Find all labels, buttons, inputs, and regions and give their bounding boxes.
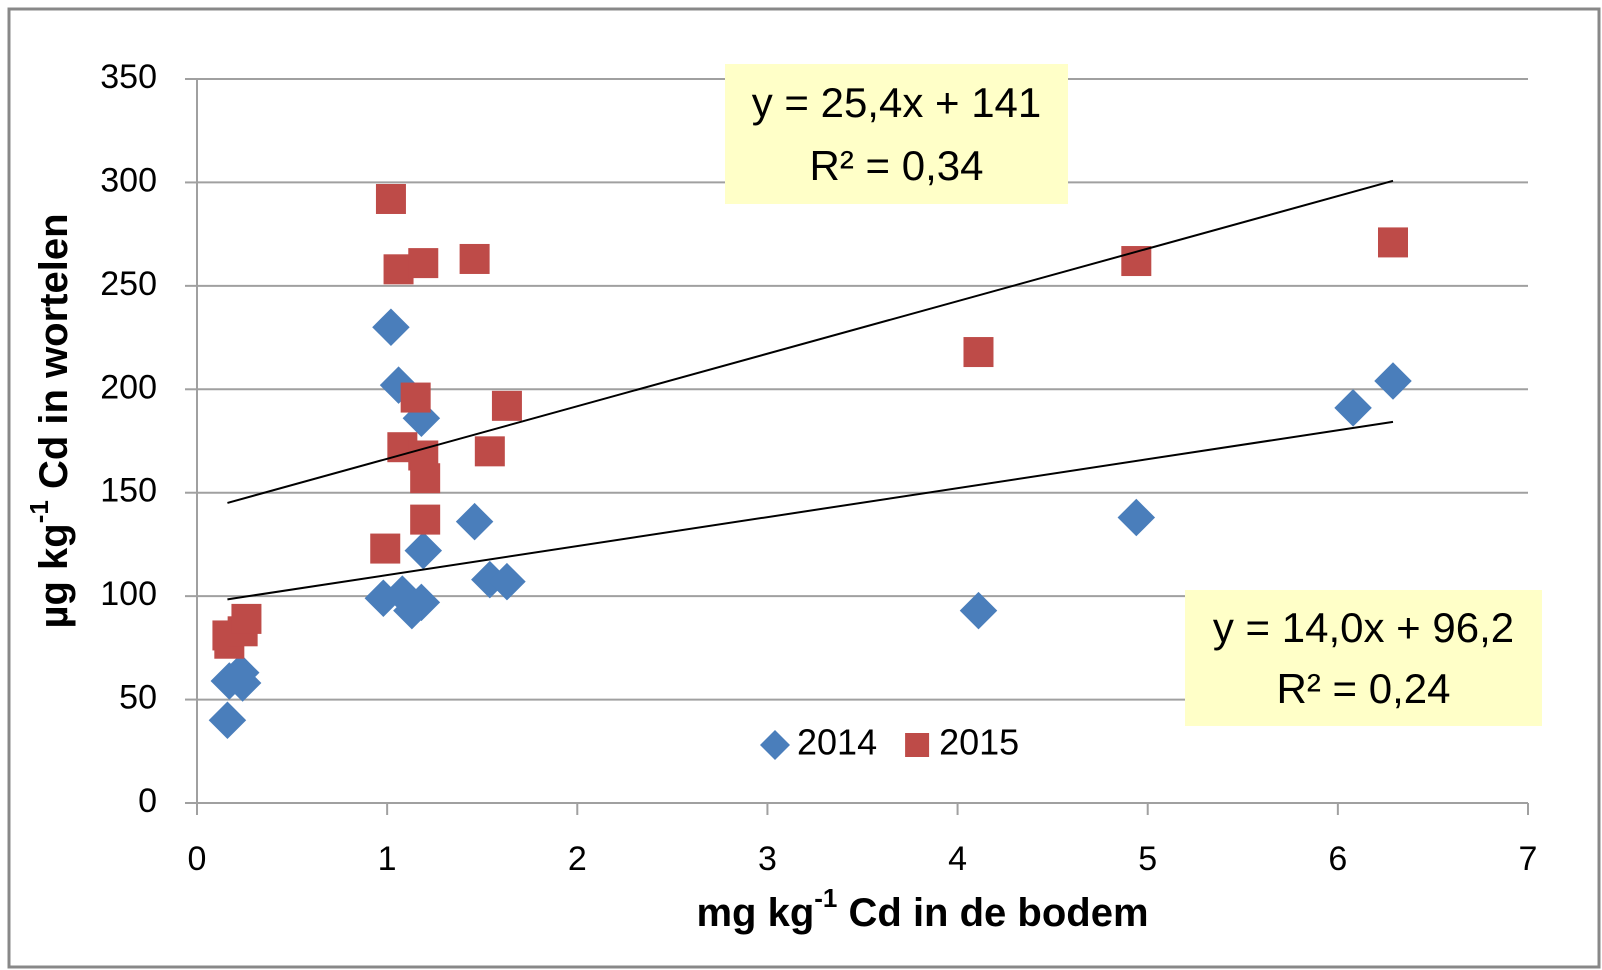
trendline-r2: R² = 0,34 [810, 142, 984, 189]
x-label: mg kg-1 Cd in de bodem [696, 883, 1148, 935]
point [474, 436, 505, 467]
point [231, 603, 262, 634]
point [410, 463, 441, 494]
point [410, 504, 441, 535]
point [372, 308, 410, 346]
axis-title-part: -1 [814, 883, 837, 913]
point [491, 390, 522, 421]
point [959, 591, 998, 630]
point [400, 382, 431, 413]
x-tick-label: 5 [1138, 840, 1157, 878]
y-tick-label: 50 [119, 679, 157, 717]
point [1121, 246, 1152, 277]
trendline-label-box [725, 64, 1068, 204]
axis-title-part: Cd in de bodem [837, 891, 1148, 935]
axis-title-part: -1 [24, 500, 54, 523]
x-tick-label: 7 [1519, 840, 1538, 878]
axis-title-part: mg kg [696, 891, 814, 935]
y-label: µg kg-1 Cd in wortelen [24, 213, 76, 628]
x-tick-label: 1 [378, 840, 397, 878]
x-tick-label: 4 [948, 840, 967, 878]
point [459, 243, 490, 274]
trendline-equation: y = 14,0x + 96,2 [1213, 604, 1514, 651]
legend-label: 2015 [939, 722, 1019, 763]
point [408, 248, 439, 279]
trendline-equation: y = 25,4x + 141 [752, 79, 1042, 126]
legend-marker [760, 730, 790, 760]
legend-marker [905, 733, 930, 757]
point [1374, 362, 1412, 400]
legend-label: 2014 [797, 722, 877, 763]
x-tick-label: 6 [1328, 840, 1347, 878]
y-tick-label: 300 [100, 161, 157, 199]
y-tick-label: 350 [100, 58, 157, 96]
point [208, 701, 247, 740]
point [1377, 227, 1408, 258]
point [370, 533, 401, 564]
point [402, 583, 441, 622]
point [404, 531, 443, 570]
y-tick-label: 0 [138, 782, 157, 820]
y-tick-label: 200 [100, 368, 157, 406]
axis-title-part: µg kg [32, 523, 76, 628]
trendline-r2: R² = 0,24 [1277, 665, 1451, 712]
x-tick-label: 2 [568, 840, 587, 878]
trendline [227, 420, 1394, 601]
x-tick-label: 0 [188, 840, 207, 878]
x-tick-label: 3 [758, 840, 777, 878]
trendline-label-box [1185, 590, 1542, 726]
point [1117, 498, 1156, 537]
y-tick-label: 100 [100, 575, 157, 613]
y-tick-label: 150 [100, 472, 157, 510]
point [455, 502, 494, 541]
y-tick-label: 250 [100, 265, 157, 303]
point [1334, 389, 1372, 427]
point [375, 183, 406, 214]
point [223, 664, 262, 702]
trendline [227, 179, 1394, 504]
point [488, 562, 526, 601]
axis-title-part: Cd in wortelen [32, 213, 76, 500]
point [963, 337, 994, 368]
